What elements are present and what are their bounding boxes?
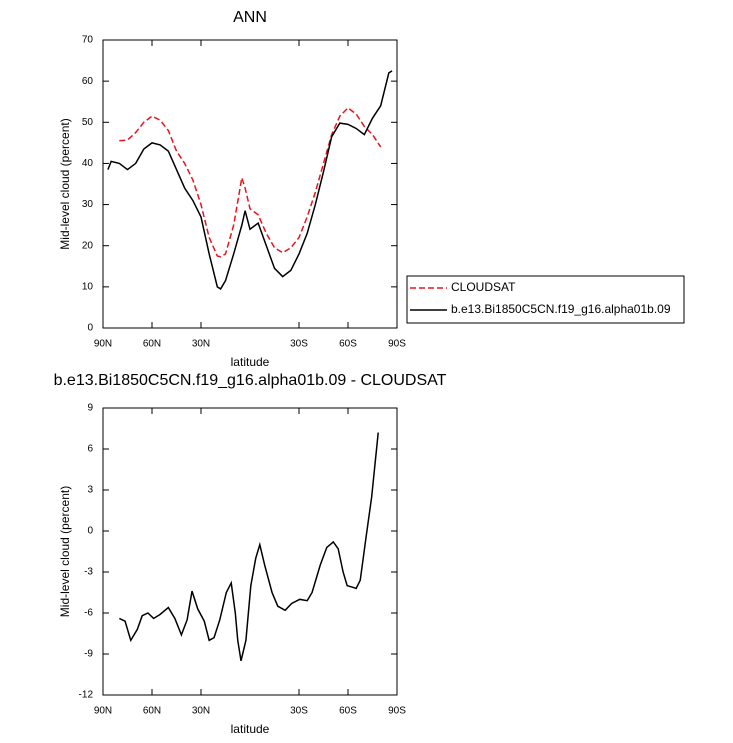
- y-tick-label: 20: [82, 240, 94, 251]
- y-tick-label: -12: [79, 690, 94, 701]
- y-tick-label: 0: [87, 526, 93, 537]
- x-tick-label: 60N: [143, 706, 161, 717]
- y-tick-label: 3: [87, 485, 93, 496]
- y-tick-label: -9: [84, 649, 93, 660]
- y-axis-label: Mid-level cloud (percent): [58, 486, 72, 617]
- y-tick-label: 60: [82, 76, 94, 87]
- x-axis-label: latitude: [231, 722, 270, 736]
- x-tick-label: 30N: [192, 339, 210, 350]
- legend-label: b.e13.Bi1850C5CN.f19_g16.alpha01b.09: [451, 302, 671, 316]
- x-tick-label: 30N: [192, 706, 210, 717]
- series-line: [119, 106, 382, 258]
- y-tick-label: 30: [82, 199, 94, 210]
- y-tick-label: 40: [82, 158, 94, 169]
- x-tick-label: 30S: [290, 706, 308, 717]
- y-tick-label: 9: [87, 403, 93, 414]
- x-tick-label: 90N: [94, 706, 112, 717]
- x-tick-label: 60N: [143, 339, 161, 350]
- y-tick-label: 10: [82, 281, 94, 292]
- chart-title: b.e13.Bi1850C5CN.f19_g16.alpha01b.09 - C…: [54, 372, 447, 389]
- y-tick-label: 50: [82, 117, 94, 128]
- x-tick-label: 60S: [339, 339, 357, 350]
- x-tick-label: 60S: [339, 706, 357, 717]
- y-tick-label: 6: [87, 444, 93, 455]
- y-tick-label: 70: [82, 35, 94, 46]
- series-line: [107, 70, 393, 290]
- x-tick-label: 90S: [388, 339, 406, 350]
- x-tick-label: 90S: [388, 706, 406, 717]
- legend-label: CLOUDSAT: [451, 280, 516, 294]
- plot-frame: [102, 39, 398, 329]
- y-axis-label: Mid-level cloud (percent): [58, 118, 72, 249]
- x-tick-label: 90N: [94, 339, 112, 350]
- y-tick-label: -3: [84, 567, 93, 578]
- legend-box: [406, 275, 685, 324]
- chart-title: ANN: [233, 9, 267, 26]
- x-tick-label: 30S: [290, 339, 308, 350]
- x-axis-label: latitude: [231, 355, 270, 369]
- y-tick-label: 0: [87, 323, 93, 334]
- y-tick-label: -6: [84, 608, 93, 619]
- series-line: [119, 432, 379, 662]
- plot-frame: [102, 407, 398, 696]
